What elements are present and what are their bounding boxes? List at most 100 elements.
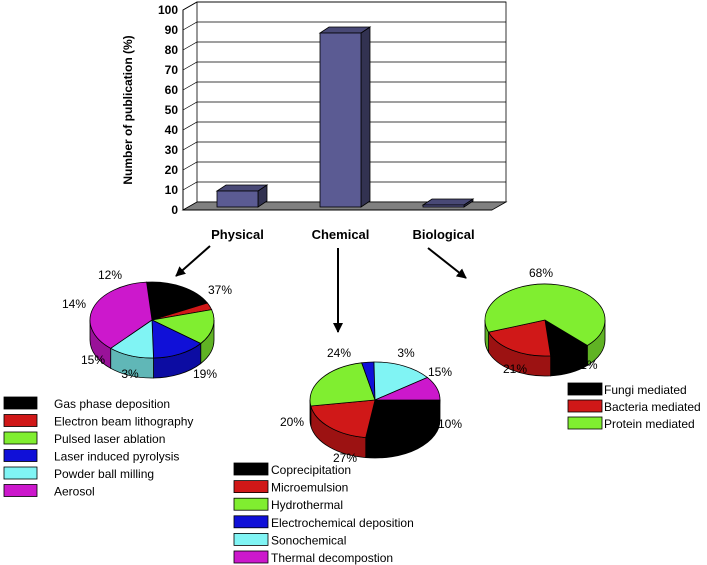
gridline (182, 181, 506, 191)
y-tick-label: 70 (165, 63, 179, 77)
legend-label: Protein mediated (604, 417, 695, 431)
pie-slice (374, 377, 441, 401)
legend-label: Powder ball milling (54, 467, 154, 481)
pie-biological: 11% 21% 68% (484, 266, 606, 377)
bar-biological (422, 204, 465, 208)
bar-chart: Number of publication (%) 0 10 20 30 40 50 60 7… (121, 1, 508, 242)
legend-swatch (3, 414, 38, 427)
pie-value-label: 19% (193, 367, 217, 381)
legend-swatch (3, 484, 38, 497)
pie-chemical: 27% 20% 24% 3% 15% 10% (280, 346, 462, 465)
legend-label: Fungi mediated (604, 383, 687, 397)
pie-physical: 19% 3% 15% 14% 12% 37% (62, 268, 232, 381)
x-tick-label: Physical (211, 227, 264, 242)
pie-value-label: 20% (280, 415, 304, 429)
legend-swatch (233, 533, 269, 546)
y-tick-label: 60 (165, 83, 179, 97)
gridline (182, 121, 506, 131)
pie-slice (89, 281, 153, 349)
pie-value-label: 14% (62, 297, 86, 311)
pie-slice (151, 319, 202, 359)
bar-top (318, 26, 372, 34)
y-tick-label: 50 (165, 103, 179, 117)
legend-swatch (233, 462, 269, 476)
legend-physical: Gas phase deposition Electron beam lithog… (3, 396, 193, 499)
legend-swatch (567, 382, 603, 396)
legend-label: Pulsed laser ablation (54, 432, 165, 446)
y-tick-label: 0 (171, 203, 178, 217)
legend-swatch (233, 497, 269, 511)
pie-charts: 19% 3% 15% 14% 12% 37% Gas phase deposition Ele… (3, 266, 701, 565)
arrows (175, 245, 467, 333)
x-tick-label: Chemical (312, 227, 370, 242)
legend-label: Electrochemical deposition (271, 516, 414, 530)
legend-swatch (3, 449, 38, 462)
pie-value-label: 27% (333, 451, 357, 465)
legend-swatch (567, 416, 603, 430)
y-tick-label: 10 (165, 183, 179, 197)
pie-slice (309, 362, 376, 407)
legend-label: Thermal decompostion (271, 551, 393, 565)
legend-label: Aerosol (54, 485, 95, 499)
y-tick-label: 20 (165, 163, 179, 177)
pie-value-label: 10% (438, 417, 462, 431)
legend-swatch (3, 431, 38, 445)
legend-label: Gas phase deposition (54, 397, 170, 411)
legend-chemical: Coprecipitation Microemulsion Hydrothermal… (233, 462, 414, 565)
pie-slice (365, 399, 441, 439)
legend-label: Hydrothermal (271, 498, 343, 512)
legend-label: Coprecipitation (271, 463, 351, 477)
y-tick-label: 80 (165, 43, 179, 57)
pie-value-label: 3% (397, 346, 415, 360)
pie-value-label: 21% (503, 362, 527, 376)
pie-value-label: 68% (529, 266, 553, 280)
bar-layer: 0 10 20 30 40 50 60 70 80 90 100 Physical Chemical Bi… (158, 1, 508, 242)
arrow-biological (427, 247, 467, 279)
gridline (182, 41, 506, 51)
bar-chemical (319, 32, 362, 208)
gridline (182, 81, 506, 91)
legend-swatch (233, 480, 269, 494)
pie-slice (146, 281, 209, 321)
pie-value-label: 11% (574, 358, 597, 372)
pie-value-label: 15% (81, 353, 105, 367)
bar-top (421, 198, 475, 206)
legend-biological: Fungi mediated Bacteria mediated Protein m… (567, 382, 701, 431)
pie-slice (484, 283, 606, 346)
pie-slice (373, 361, 429, 401)
pie-slice (310, 399, 376, 439)
y-axis-label: Number of publication (%) (121, 35, 135, 184)
legend-label: Microemulsion (271, 481, 348, 495)
legend-label: Bacteria mediated (604, 400, 701, 414)
legend-label: Electron beam lithography (54, 415, 193, 429)
bar-physical (216, 190, 259, 208)
legend-swatch (233, 515, 269, 529)
legend-swatch (3, 466, 38, 480)
bar-side (360, 26, 371, 208)
legend-label: Laser induced pyrolysis (54, 450, 179, 464)
pie-value-label: 37% (208, 283, 232, 297)
gridline (182, 161, 506, 171)
gridline (182, 21, 506, 31)
y-tick-label: 30 (165, 143, 179, 157)
x-tick-label: Biological (412, 227, 474, 242)
pie-slice (150, 309, 215, 344)
left-wall (182, 1, 198, 210)
legend-swatch (567, 399, 603, 413)
legend-label: Sonochemical (271, 533, 346, 547)
pie-value-label: 12% (98, 268, 122, 282)
legend-swatch (3, 396, 38, 410)
y-tick-label: 90 (165, 23, 179, 37)
gridline (182, 101, 506, 111)
bar-top (215, 184, 269, 192)
legend-swatch (233, 550, 269, 564)
gridline (182, 61, 506, 71)
gridline (182, 141, 506, 151)
pie-value-label: 24% (327, 346, 351, 360)
y-tick-label: 40 (165, 123, 179, 137)
arrow-physical (175, 245, 211, 277)
y-tick-label: 100 (158, 3, 178, 17)
pie-value-label: 15% (428, 365, 452, 379)
pie-value-label: 3% (121, 367, 139, 381)
